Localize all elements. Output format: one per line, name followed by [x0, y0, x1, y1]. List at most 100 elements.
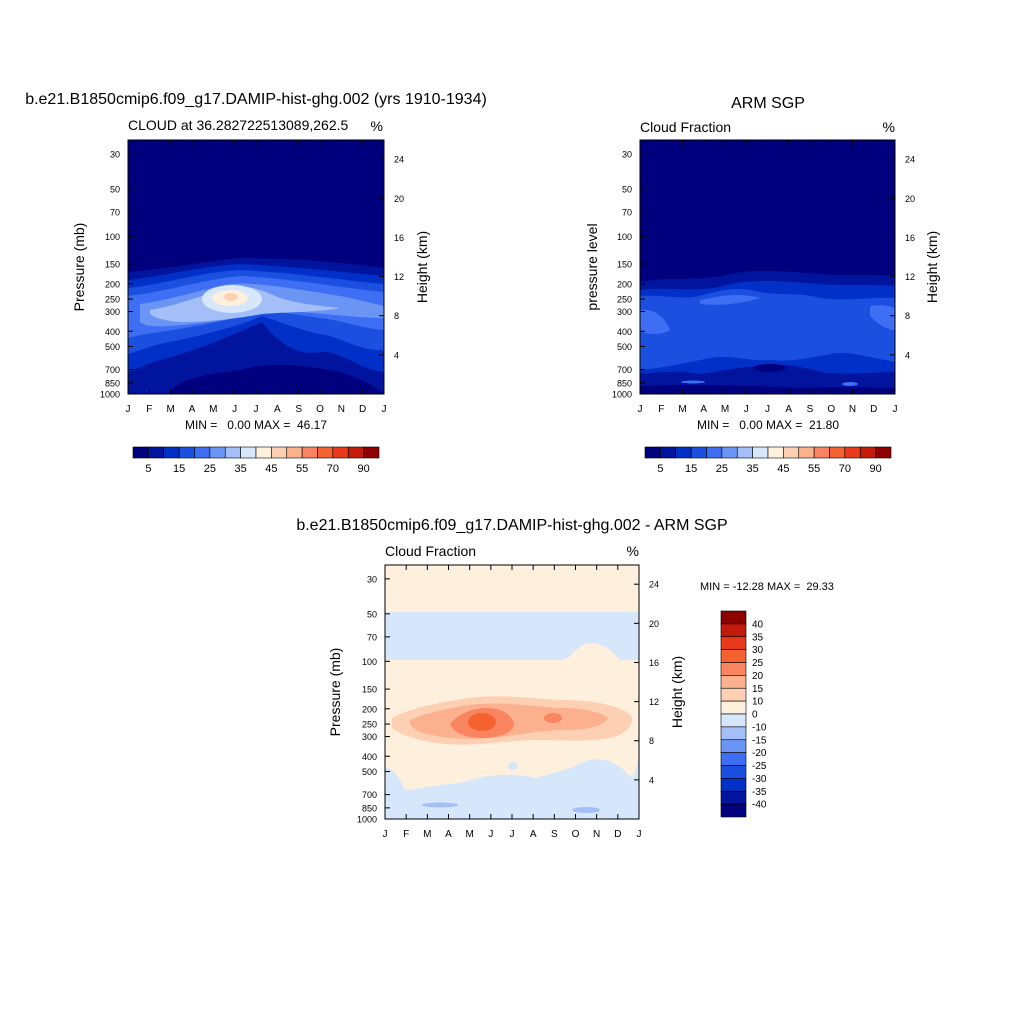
- x-tick-label: O: [316, 404, 324, 415]
- colorbar-swatch: [720, 662, 747, 676]
- x-tick-label: M: [423, 829, 431, 840]
- contour-fill: [508, 762, 518, 770]
- colorbar-swatch: [720, 649, 747, 663]
- y-tick-label: 150: [362, 685, 377, 695]
- x-tick-label: M: [678, 404, 686, 415]
- y-tick-label: 1000: [357, 815, 377, 825]
- x-tick-label: D: [359, 404, 366, 415]
- x-tick-label: M: [721, 404, 729, 415]
- colorbar-swatch: [209, 446, 226, 459]
- x-tick-label: A: [530, 829, 537, 840]
- contour-fill: [422, 802, 458, 808]
- panel-obs-subtitle: Cloud Fraction: [640, 119, 731, 135]
- colorbar-swatch: [736, 446, 753, 459]
- y-tick-label: 250: [362, 720, 377, 730]
- colorbar-swatch: [720, 700, 747, 715]
- colorbar-label: -30: [752, 774, 767, 785]
- colorbar-label: 90: [358, 463, 370, 475]
- y-axis-label-right: Height (km): [924, 231, 940, 303]
- y-tick-label-right: 24: [905, 155, 915, 165]
- y-tick-label-right: 24: [394, 155, 404, 165]
- x-tick-label: O: [827, 404, 835, 415]
- colorbar-swatch: [720, 713, 747, 728]
- colorbar-swatch: [224, 446, 241, 459]
- colorbar-label: 35: [752, 632, 764, 643]
- colorbar-swatch: [844, 446, 861, 459]
- colorbar-label: 10: [752, 697, 764, 708]
- colorbar-swatch: [720, 726, 747, 741]
- x-tick-label: F: [403, 829, 409, 840]
- x-tick-label: S: [807, 404, 814, 415]
- y-tick-label-right: 24: [649, 580, 659, 590]
- panel-obs-axes: J F M A M J J A S O N D J 30 50 70 100 150 200 250 300 400 500…: [612, 140, 915, 415]
- colorbar-swatch: [720, 739, 747, 753]
- y-axis-label: Pressure (mb): [71, 223, 87, 312]
- x-tick-label: A: [700, 404, 707, 415]
- y-tick-label: 100: [362, 657, 377, 667]
- y-tick-label: 30: [367, 574, 377, 584]
- colorbar-label: 25: [752, 658, 764, 669]
- colorbar-label: 30: [752, 645, 764, 656]
- colorbar-swatch: [783, 446, 800, 459]
- x-tick-label: N: [849, 404, 856, 415]
- colorbar-label: -15: [752, 735, 767, 746]
- y-tick-label: 300: [105, 307, 120, 317]
- y-tick-label: 500: [105, 342, 120, 352]
- y-tick-label-right: 12: [649, 697, 659, 707]
- colorbar-swatch: [720, 803, 747, 818]
- x-tick-label: A: [445, 829, 452, 840]
- colorbar-label: 55: [296, 463, 308, 475]
- y-tick-label: 200: [362, 704, 377, 714]
- y-tick-label: 500: [617, 342, 632, 352]
- y-tick-label: 200: [617, 279, 632, 289]
- y-tick-label-right: 12: [394, 272, 404, 282]
- panel-obs-units: %: [883, 119, 895, 135]
- colorbar-swatch: [286, 446, 303, 459]
- colorbar-swatch: [767, 446, 784, 459]
- y-tick-label-right: 12: [905, 272, 915, 282]
- contour-fill: [681, 380, 705, 384]
- y-tick-label: 250: [617, 295, 632, 305]
- y-tick-label: 200: [105, 279, 120, 289]
- y-axis-label-right: Height (km): [414, 231, 430, 303]
- panel-diff-units: %: [627, 543, 639, 559]
- colorbar-label: 55: [808, 463, 820, 475]
- x-tick-label: J: [765, 404, 770, 415]
- y-tick-label: 700: [617, 365, 632, 375]
- stats-label: MIN = 0.00 MAX = 21.80: [697, 418, 839, 432]
- colorbar-swatch: [720, 623, 747, 638]
- y-tick-label: 1000: [612, 390, 632, 400]
- colorbar-label: -10: [752, 722, 767, 733]
- y-tick-label: 30: [622, 149, 632, 159]
- panel-model-units: %: [371, 118, 383, 134]
- colorbar-swatch: [706, 446, 723, 459]
- x-tick-label: A: [189, 404, 196, 415]
- colorbar-swatch: [317, 446, 334, 459]
- panel-model-contours: [128, 140, 384, 394]
- panel-model-title: b.e21.B1850cmip6.f09_g17.DAMIP-hist-ghg.…: [25, 91, 487, 108]
- colorbar-swatch: [720, 778, 747, 792]
- panel-model-subtitle: CLOUD at 36.282722513089,262.5: [128, 117, 348, 133]
- x-tick-label: J: [637, 829, 642, 840]
- colorbar-swatch: [178, 446, 195, 459]
- panel-diff-contours: [385, 565, 639, 819]
- stats-label: MIN = 0.00 MAX = 46.17: [185, 418, 327, 432]
- x-tick-label: J: [232, 404, 237, 415]
- x-tick-label: S: [295, 404, 302, 415]
- contour-fill: [572, 807, 600, 813]
- stats-label: MIN = -12.28 MAX = 29.33: [700, 581, 834, 593]
- colorbar-swatch: [194, 446, 211, 459]
- colorbar-swatch: [752, 446, 769, 459]
- x-tick-label: M: [465, 829, 473, 840]
- x-tick-label: J: [382, 404, 387, 415]
- x-tick-label: M: [209, 404, 217, 415]
- colorbar-swatch: [720, 687, 747, 702]
- colorbar-swatch: [163, 446, 180, 459]
- x-tick-label: J: [383, 829, 388, 840]
- x-tick-label: F: [146, 404, 152, 415]
- panel-diff: b.e21.B1850cmip6.f09_g17.DAMIP-hist-ghg.…: [296, 517, 834, 840]
- contour-fill: [842, 382, 858, 386]
- y-tick-label: 100: [617, 232, 632, 242]
- colorbar-swatch: [798, 446, 815, 459]
